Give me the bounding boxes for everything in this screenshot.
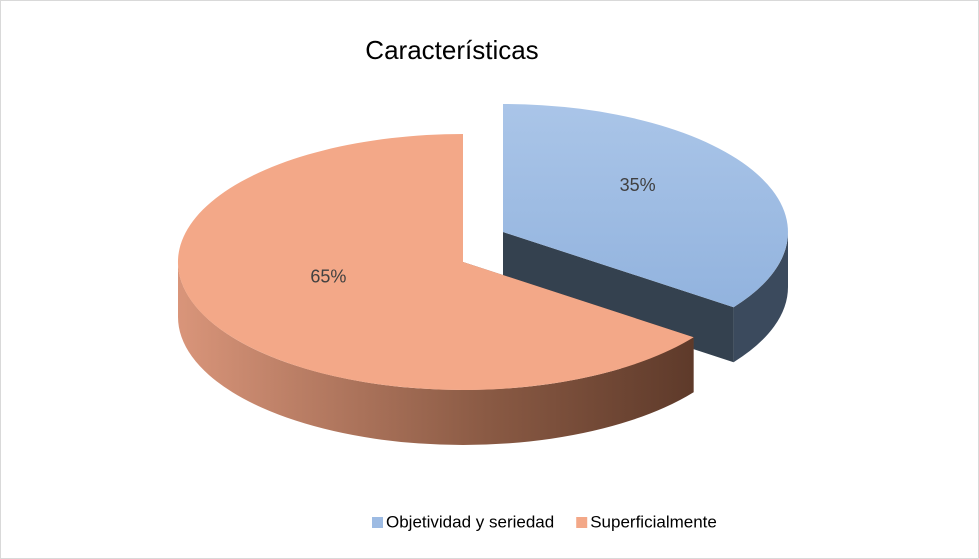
legend-swatch [576,517,588,528]
data-label: 35% [620,175,656,195]
legend-swatch [372,517,383,528]
legend-label: Superficialmente [590,512,717,531]
slice [177,134,694,391]
slice-cut-face [503,232,734,363]
data-label: 65% [310,267,346,287]
legend-label: Objetividad y seriedad [386,512,554,531]
slice-side [178,262,694,445]
chart-title: Características [365,35,538,65]
slice [503,104,788,308]
slice-side [733,232,788,363]
